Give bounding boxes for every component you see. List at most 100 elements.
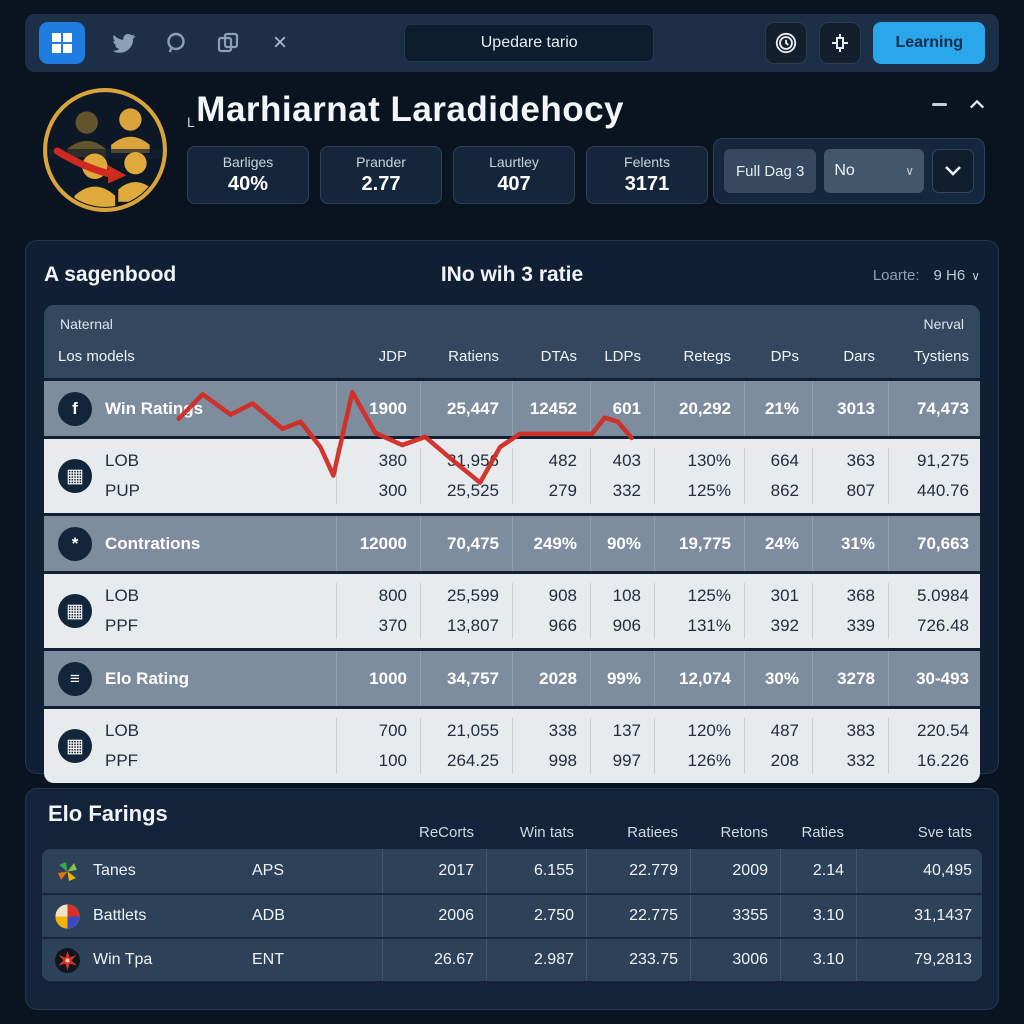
cell-value: 13,807 <box>447 616 499 635</box>
cell-value: 137 <box>612 721 641 740</box>
cell-value: 34,757 <box>420 651 512 706</box>
table-row-contrations[interactable]: * Contrations 12000 70,475 249% 90% 19,77… <box>44 513 980 571</box>
cell-value: 2006 <box>382 895 486 937</box>
full-dag-button[interactable]: Full Dag 3 <box>724 149 817 193</box>
twitter-icon[interactable] <box>111 30 137 56</box>
close-icon[interactable]: × <box>272 29 287 56</box>
cell-value: 99% <box>590 651 654 706</box>
cell-value: 800 <box>378 586 407 605</box>
row-label: LOB <box>105 451 140 470</box>
cell-value: 233.75 <box>586 939 690 981</box>
row-code: ADB <box>252 907 285 924</box>
table-row-battlets[interactable]: Battlets ADB 2006 2.750 22.775 3355 3.10… <box>42 893 982 937</box>
table-row-win-ratings[interactable]: f Win Ratings 1900 25,447 12452 601 20,29… <box>44 378 980 436</box>
collapse-chevron-icon[interactable] <box>969 98 985 110</box>
cell-value: 403 <box>612 451 641 470</box>
page-title: LMarhiarnat Laradidehocy <box>187 90 625 130</box>
cell-value: 26.67 <box>382 939 486 981</box>
table-row-win-tpa[interactable]: Win Tpa ENT 26.67 2.987 233.75 3006 3.10… <box>42 937 982 981</box>
chat-bubble-icon[interactable] <box>163 30 189 56</box>
main-table-panel: A sagenbood INo wih 3 ratie Loarte: 9 H6… <box>25 240 999 783</box>
section-title-left: A sagenbood <box>44 263 177 286</box>
column-header[interactable]: LDPs <box>604 347 641 365</box>
loader-dropdown[interactable]: Loarte: 9 H6 ∨ <box>873 267 980 284</box>
cell-value: 40,495 <box>856 849 982 893</box>
windows-menu-button[interactable] <box>39 22 85 64</box>
app-logo <box>43 88 167 212</box>
learning-button[interactable]: Learning <box>873 22 985 64</box>
table-row-lob-pup[interactable]: ▦ LOB PUP 380 300 31,956 25,525 482 279 403 3… <box>44 436 980 513</box>
column-header[interactable]: Retons <box>720 824 768 841</box>
column-header[interactable]: Los models <box>58 347 135 365</box>
cell-value: 5.0984 <box>917 586 969 605</box>
table-row-lob-ppf-1[interactable]: ▦ LOB PPF 800 370 25,599 13,807 908 966 108 9… <box>44 571 980 648</box>
bottom-header-row: Elo Farings ReCorts Win tats Ratiees Ret… <box>42 801 982 849</box>
elo-farings-panel: Elo Farings ReCorts Win tats Ratiees Ret… <box>25 788 999 1010</box>
cell-value: 2.987 <box>486 939 586 981</box>
row-label: Win Ratings <box>105 398 204 418</box>
stats-row: Barliges 40% Prander 2.77 Laurtley 407 F… <box>187 146 708 204</box>
cell-value: 70,663 <box>888 516 980 571</box>
facebook-icon: f <box>58 391 92 426</box>
filter-dropdown[interactable]: No ∨ <box>824 149 924 193</box>
minimize-icon[interactable] <box>932 102 947 106</box>
cell-value: 125% <box>687 586 731 605</box>
cell-value: 21% <box>744 381 812 436</box>
stat-card-prander: Prander 2.77 <box>320 146 442 204</box>
search-input[interactable] <box>404 24 655 62</box>
expand-button[interactable] <box>932 149 974 193</box>
chevron-down-icon <box>945 166 961 176</box>
chevron-down-icon: ∨ <box>905 164 914 178</box>
grid-icon: ▦ <box>58 459 92 493</box>
cell-value: 3.10 <box>780 939 856 981</box>
cell-value: 487 <box>770 721 799 740</box>
table-row-lob-ppf-2[interactable]: ▦ LOB PPF 700 100 21,055 264.25 338 998 137 9… <box>44 706 980 783</box>
cell-value: 19,775 <box>654 516 744 571</box>
cell-value: 862 <box>770 481 799 500</box>
table-row-tanes[interactable]: Tanes APS 2017 6.155 22.779 2009 2.14 40… <box>42 849 982 893</box>
stat-label: Laurtley <box>489 154 539 170</box>
column-header[interactable]: Dars <box>843 347 875 365</box>
stat-label: Felents <box>624 154 670 170</box>
column-header[interactable]: JDP <box>378 347 407 365</box>
cell-value: 1900 <box>336 381 420 436</box>
column-header[interactable]: Win tats <box>519 824 574 841</box>
column-header[interactable]: Tystiens <box>913 347 969 365</box>
column-header[interactable]: DPs <box>770 347 799 365</box>
topbar-right-group: Learning <box>765 22 985 64</box>
filter-group: Full Dag 3 No ∨ <box>713 138 985 204</box>
filter-dropdown-value: No <box>834 162 855 179</box>
clock-button[interactable] <box>765 22 808 64</box>
column-header[interactable]: Sve tats <box>917 824 972 841</box>
models-table: Naternal Nerval Los models JDP Ratiens D… <box>44 305 980 783</box>
cell-value: 30-493 <box>888 651 980 706</box>
table-row-elo-rating[interactable]: ≡ Elo Rating 1000 34,757 2028 99% 12,074 … <box>44 648 980 706</box>
column-header[interactable]: DTAs <box>540 347 577 365</box>
beachball-icon <box>55 904 80 928</box>
row-label: Tanes <box>93 862 136 879</box>
red-star-icon <box>55 947 80 973</box>
cell-value: 208 <box>770 751 799 770</box>
column-header[interactable]: Raties <box>801 824 844 841</box>
loader-label: Loarte: <box>872 266 920 284</box>
tune-sliders-icon <box>832 34 849 52</box>
pinwheel-icon <box>58 861 77 881</box>
cell-value: 264.25 <box>447 751 499 770</box>
column-header[interactable]: ReCorts <box>418 824 474 841</box>
cell-value: 74,473 <box>888 381 980 436</box>
cell-value: 1000 <box>336 651 420 706</box>
cell-value: 108 <box>612 586 641 605</box>
cell-value: 383 <box>846 721 875 740</box>
cell-value: 332 <box>612 481 641 500</box>
cell-value: 31% <box>812 516 888 571</box>
tune-button[interactable] <box>819 22 862 64</box>
cell-value: 220.54 <box>917 721 969 740</box>
cell-value: 3278 <box>812 651 888 706</box>
copy-refresh-icon[interactable] <box>215 30 241 56</box>
windows-icon <box>52 33 72 53</box>
column-header[interactable]: Retegs <box>683 347 731 365</box>
column-header[interactable]: Ratiens <box>448 347 499 365</box>
loader-value: 9 H6 ∨ <box>933 266 980 284</box>
column-header[interactable]: Ratiees <box>627 824 678 841</box>
row-label: Elo Rating <box>105 668 190 688</box>
